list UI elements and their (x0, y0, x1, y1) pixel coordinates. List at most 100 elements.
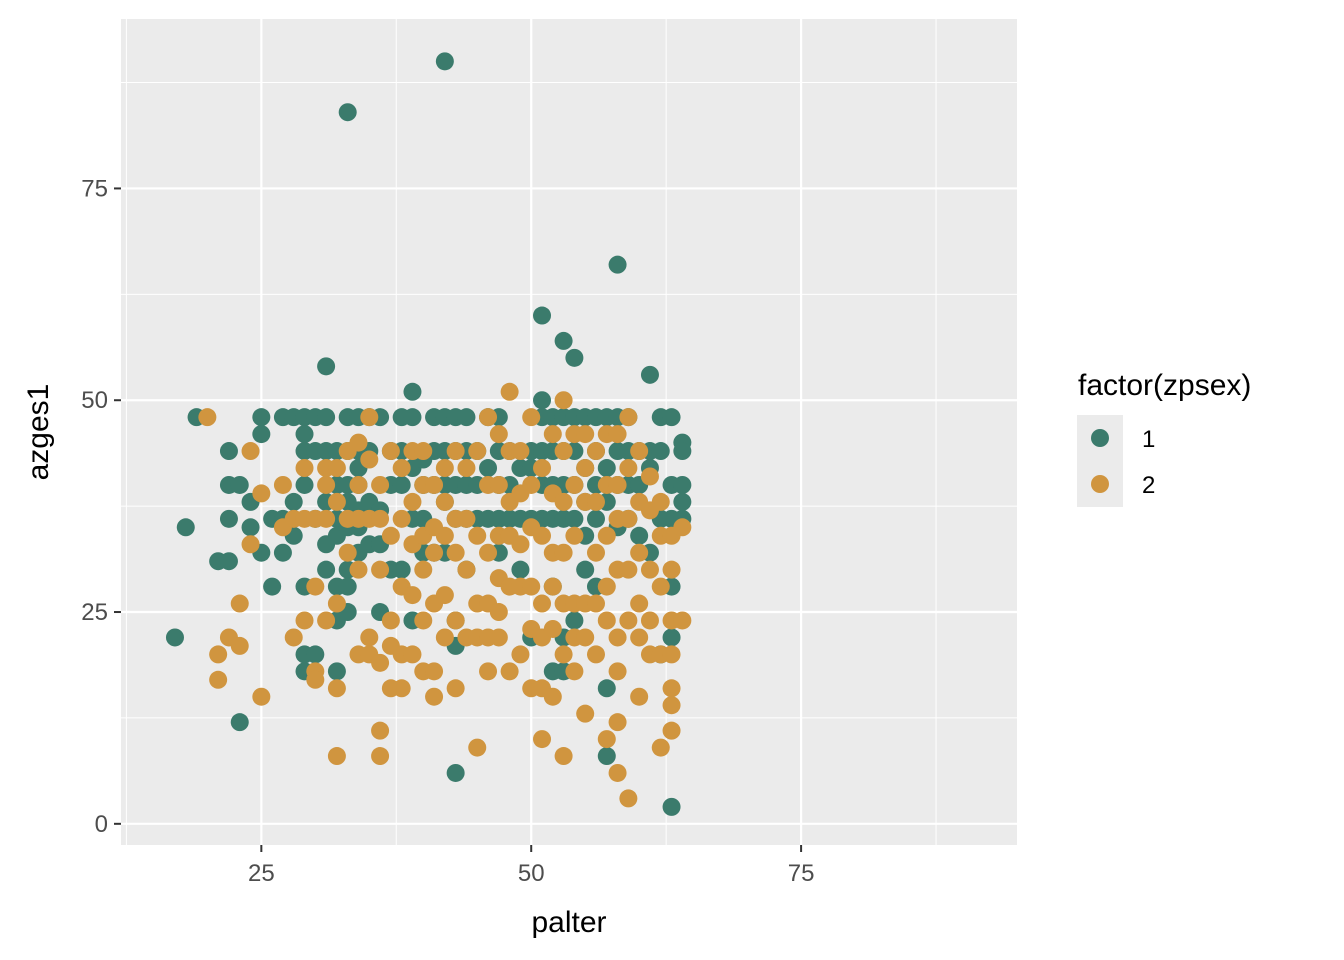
data-point-series-2 (662, 560, 681, 579)
data-point-series-2 (392, 679, 411, 698)
data-point-series-1 (230, 475, 249, 494)
x-tick-label: 75 (788, 860, 815, 887)
data-point-series-2 (586, 594, 605, 613)
data-point-series-2 (425, 687, 444, 706)
data-point-series-1 (597, 747, 616, 766)
data-point-series-2 (479, 543, 498, 562)
data-point-series-2 (586, 442, 605, 461)
data-point-series-1 (230, 713, 249, 732)
data-point-series-1 (219, 509, 238, 528)
data-point-series-2 (209, 645, 228, 664)
data-point-series-2 (543, 577, 562, 596)
data-point-series-1 (640, 365, 659, 384)
data-point-series-2 (295, 459, 314, 478)
data-point-series-2 (597, 526, 616, 545)
data-point-series-2 (619, 408, 638, 427)
data-point-series-1 (565, 611, 584, 630)
data-point-series-2 (565, 526, 584, 545)
data-point-series-2 (662, 679, 681, 698)
data-point-series-2 (230, 636, 249, 655)
data-point-series-2 (543, 425, 562, 444)
data-point-series-2 (533, 594, 552, 613)
data-point-series-1 (608, 255, 627, 274)
data-point-series-1 (651, 442, 670, 461)
data-point-series-2 (457, 560, 476, 579)
data-point-series-1 (403, 382, 422, 401)
data-point-series-1 (165, 628, 184, 647)
data-point-series-2 (640, 611, 659, 630)
data-point-series-1 (597, 679, 616, 698)
data-point-series-2 (425, 475, 444, 494)
data-point-series-1 (392, 560, 411, 579)
data-point-series-1 (586, 509, 605, 528)
data-point-series-2 (360, 450, 379, 469)
data-point-series-2 (446, 611, 465, 630)
data-point-series-1 (662, 797, 681, 816)
data-point-series-2 (317, 509, 336, 528)
data-point-series-2 (608, 662, 627, 681)
axis-ticks (114, 187, 803, 852)
data-point-series-1 (284, 492, 303, 511)
data-point-series-2 (230, 594, 249, 613)
data-point-series-2 (392, 459, 411, 478)
data-point-series-2 (576, 459, 595, 478)
data-point-series-1 (403, 408, 422, 427)
data-point-series-2 (619, 459, 638, 478)
data-point-series-1 (662, 408, 681, 427)
data-point-series-1 (662, 628, 681, 647)
data-point-series-2 (371, 509, 390, 528)
x-axis-title: palter (531, 906, 606, 939)
data-point-series-1 (630, 526, 649, 545)
legend: factor(zpsex) 1 2 (1077, 369, 1251, 507)
data-point-series-2 (489, 425, 508, 444)
data-point-series-1 (435, 52, 454, 71)
data-point-series-2 (252, 687, 271, 706)
data-point-series-2 (479, 408, 498, 427)
data-point-series-2 (468, 738, 487, 757)
data-point-series-2 (630, 594, 649, 613)
data-point-series-1 (252, 425, 271, 444)
data-point-series-2 (371, 721, 390, 740)
data-point-series-2 (608, 475, 627, 494)
data-point-series-2 (446, 679, 465, 698)
data-points (165, 52, 692, 816)
data-point-series-2 (489, 475, 508, 494)
data-point-series-2 (295, 611, 314, 630)
data-point-series-2 (511, 442, 530, 461)
data-point-series-2 (533, 526, 552, 545)
data-point-series-1 (479, 459, 498, 478)
data-point-series-2 (349, 433, 368, 452)
data-point-series-2 (273, 475, 292, 494)
data-point-series-1 (565, 509, 584, 528)
data-point-series-2 (533, 459, 552, 478)
data-point-series-1 (673, 475, 692, 494)
data-point-series-2 (662, 696, 681, 715)
data-point-series-2 (317, 475, 336, 494)
data-point-series-2 (651, 577, 670, 596)
data-point-series-2 (381, 611, 400, 630)
data-point-series-2 (586, 492, 605, 511)
x-tick-label: 50 (518, 860, 545, 887)
data-point-series-1 (295, 425, 314, 444)
data-point-series-2 (597, 611, 616, 630)
data-point-series-2 (543, 687, 562, 706)
data-point-series-2 (630, 628, 649, 647)
data-point-series-2 (576, 628, 595, 647)
legend-label-1: 1 (1142, 426, 1155, 453)
data-point-series-2 (673, 518, 692, 537)
data-point-series-2 (576, 425, 595, 444)
data-point-series-2 (317, 611, 336, 630)
data-point-series-1 (317, 357, 336, 376)
data-point-series-1 (327, 662, 346, 681)
data-point-series-2 (511, 535, 530, 554)
data-point-series-2 (489, 603, 508, 622)
data-point-series-2 (371, 653, 390, 672)
data-point-series-2 (619, 789, 638, 808)
data-point-series-1 (317, 560, 336, 579)
data-point-series-2 (586, 645, 605, 664)
data-point-series-2 (457, 509, 476, 528)
x-tick-labels: 25 50 75 (248, 860, 814, 887)
data-point-series-1 (176, 518, 195, 537)
data-point-series-2 (241, 442, 260, 461)
